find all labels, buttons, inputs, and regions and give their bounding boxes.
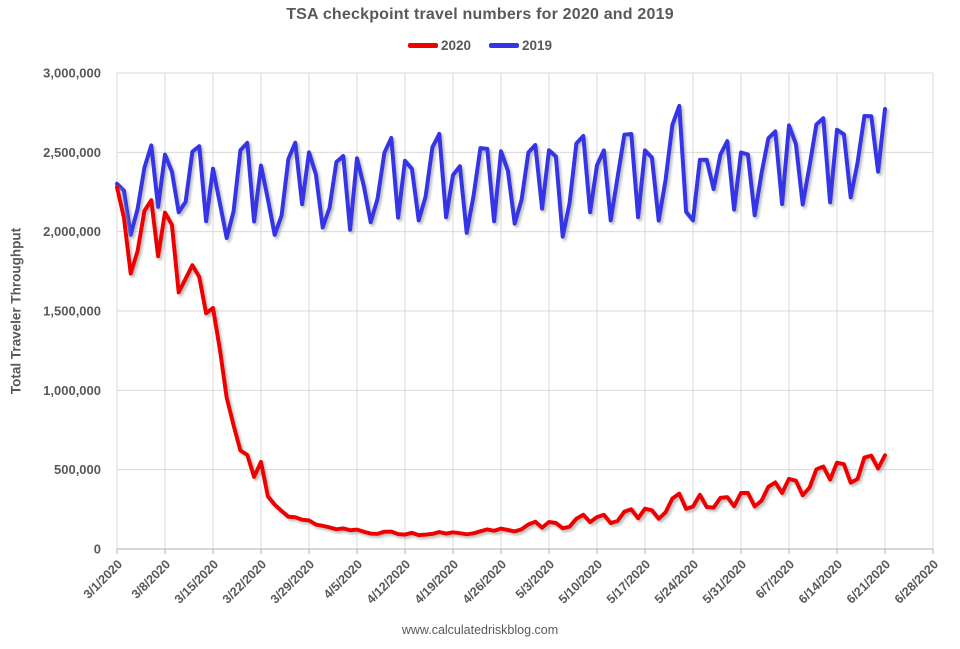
chart-title: TSA checkpoint travel numbers for 2020 a… [286, 6, 674, 23]
x-tick-label: 3/22/2020 [220, 557, 269, 606]
y-tick-label: 2,000,000 [43, 224, 101, 239]
x-tick-label: 4/5/2020 [321, 557, 365, 601]
x-tick-label: 3/29/2020 [268, 557, 317, 606]
y-tick-label: 3,000,000 [43, 66, 101, 81]
legend-swatch-2019 [489, 43, 519, 48]
y-tick-label: 2,500,000 [43, 145, 101, 160]
legend-item-2020: 2020 [407, 38, 471, 53]
x-tick-label: 5/17/2020 [604, 557, 653, 606]
y-tick-label: 500,000 [54, 462, 101, 477]
legend-swatch-2020 [407, 43, 438, 48]
x-tick-label: 5/3/2020 [513, 557, 557, 601]
x-tick-label: 5/31/2020 [700, 557, 749, 606]
x-tick-label: 6/21/2020 [844, 557, 893, 606]
x-tick-label: 4/12/2020 [364, 557, 413, 606]
x-tick-label: 6/7/2020 [753, 557, 797, 601]
x-tick-label: 4/19/2020 [412, 557, 461, 606]
series-2020-line [115, 185, 887, 538]
x-tick-label: 5/24/2020 [652, 557, 701, 606]
legend: 2020 2019 [0, 38, 960, 53]
x-tick-label: 5/10/2020 [556, 557, 605, 606]
legend-label-2019: 2019 [522, 38, 553, 53]
source-url: www.calculatedriskblog.com [401, 623, 559, 637]
x-tick-label: 6/14/2020 [796, 557, 845, 606]
legend-label-2020: 2020 [440, 38, 471, 53]
y-tick-label: 0 [94, 542, 101, 557]
y-tick-label: 1,000,000 [43, 383, 101, 398]
x-tick-label: 4/26/2020 [460, 557, 509, 606]
y-tick-label: 1,500,000 [43, 304, 101, 319]
legend-item-2019: 2019 [489, 38, 552, 53]
x-tick-label: 3/15/2020 [172, 557, 221, 606]
x-tick-label: 6/28/2020 [892, 557, 941, 606]
series-2019-line [115, 103, 887, 240]
x-tick-label: 3/1/2020 [81, 557, 125, 601]
x-tick-label: 3/8/2020 [129, 557, 173, 601]
